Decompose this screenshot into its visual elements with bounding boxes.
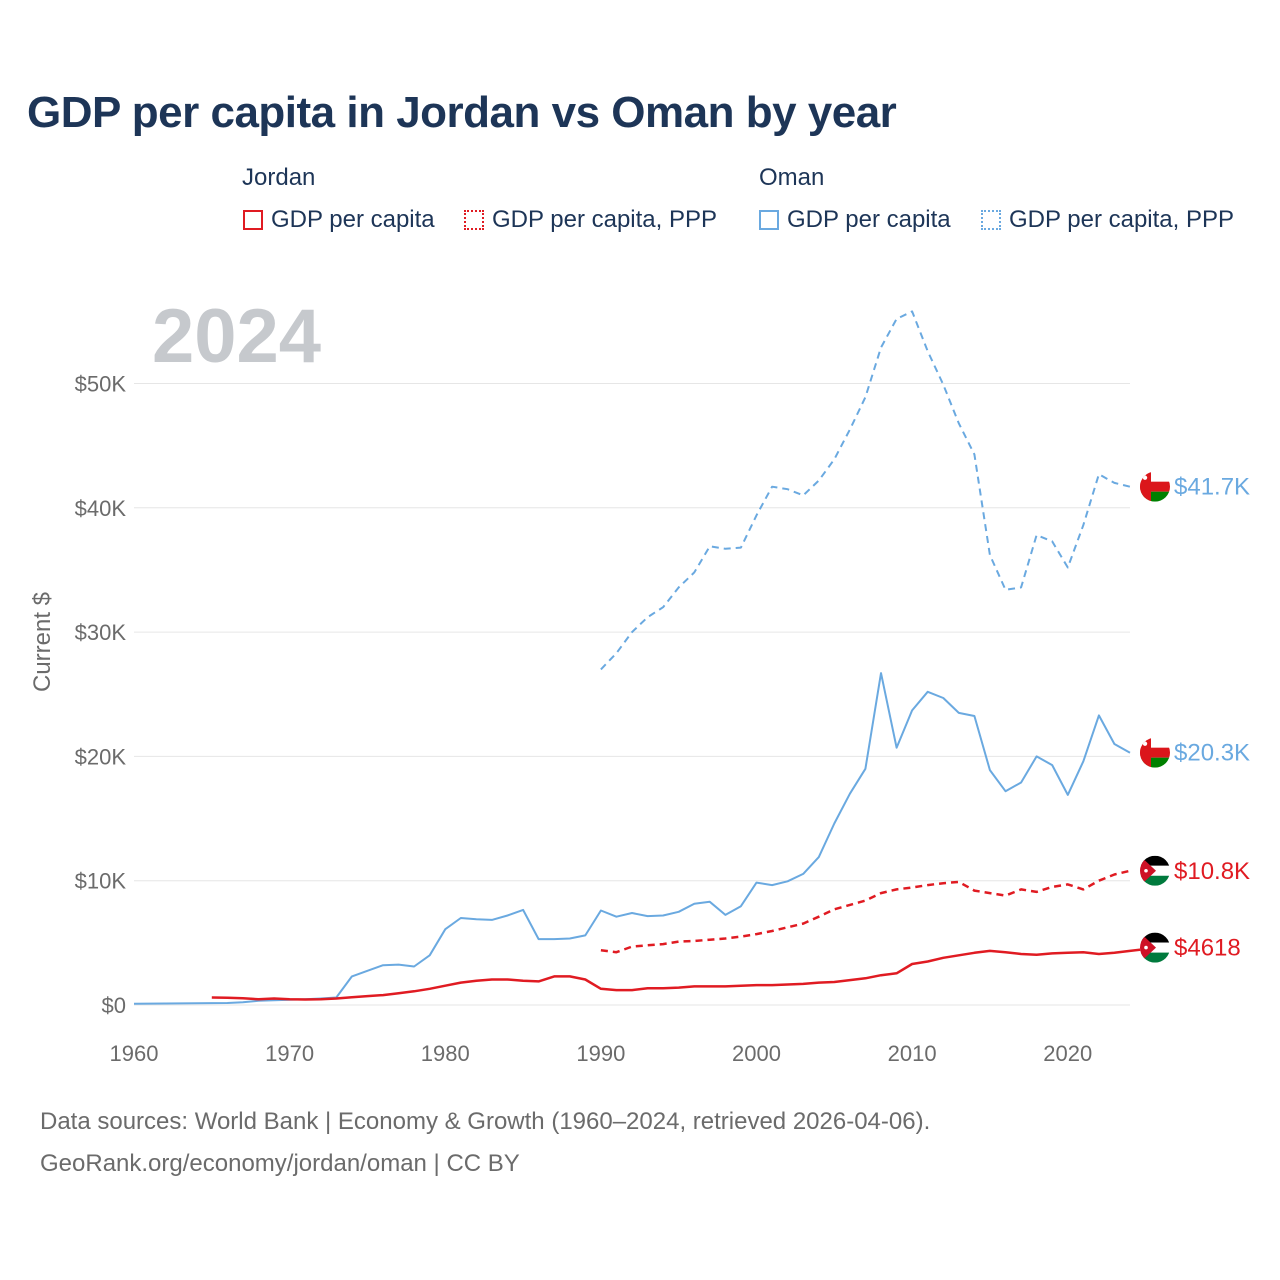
year-watermark: 2024 — [152, 294, 321, 379]
x-tick-label: 1980 — [421, 1041, 470, 1066]
legend-swatch-dotted-red — [464, 210, 484, 230]
legend-jordan-ppp-label: GDP per capita, PPP — [492, 206, 717, 233]
x-tick-label: 2000 — [732, 1041, 781, 1066]
y-tick-label: $50K — [75, 372, 127, 397]
end-markers: $41.7K $20.3K $10.8K $4618 — [1140, 471, 1250, 963]
legend-oman-heading: Oman — [759, 164, 825, 191]
legend-swatch-solid-red — [243, 210, 263, 230]
end-label-oman-dashed: $41.7K — [1174, 474, 1250, 501]
y-axis-label: Current $ — [29, 592, 56, 692]
series-lines — [133, 310, 1162, 1005]
legend-swatch-solid-blue — [759, 210, 779, 230]
legend-oman-gdp-label: GDP per capita — [787, 206, 951, 233]
jordan-flag-icon — [1140, 932, 1170, 963]
legend-oman-gdp[interactable]: GDP per capita — [759, 205, 951, 235]
series-line-jordan-solid — [211, 946, 1162, 1001]
oman-flag-icon — [1140, 471, 1170, 502]
x-tick-label: 1970 — [265, 1041, 314, 1066]
x-axis-ticks: 1960 1970 1980 1990 2000 2010 2020 — [110, 1041, 1093, 1066]
x-tick-label: 2010 — [888, 1041, 937, 1066]
end-label-jordan-dashed: $10.8K — [1174, 858, 1250, 885]
y-axis-ticks: $0 $10K $20K $30K $40K $50K — [75, 372, 127, 1019]
y-tick-label: $0 — [102, 993, 126, 1018]
y-tick-label: $20K — [75, 744, 127, 769]
y-tick-label: $40K — [75, 496, 127, 521]
oman-flag-icon — [1140, 737, 1170, 768]
x-tick-label: 2020 — [1043, 1041, 1092, 1066]
series-line-oman-solid — [133, 672, 1131, 1005]
footer-sources: Data sources: World Bank | Economy & Gro… — [40, 1108, 931, 1135]
x-tick-label: 1960 — [110, 1041, 159, 1066]
gridlines — [134, 383, 1130, 1006]
legend-jordan-gdp-label: GDP per capita — [271, 206, 435, 233]
end-label-jordan-solid: $4618 — [1174, 935, 1241, 962]
legend-oman-ppp-label: GDP per capita, PPP — [1009, 206, 1234, 233]
legend-swatch-dotted-blue — [981, 210, 1001, 230]
y-tick-label: $30K — [75, 620, 127, 645]
series-line-oman-dashed — [600, 310, 1131, 671]
legend-jordan-ppp[interactable]: GDP per capita, PPP — [464, 205, 717, 235]
legend-jordan-heading: Jordan — [242, 164, 316, 191]
jordan-flag-icon — [1140, 855, 1170, 886]
legend-jordan-gdp[interactable]: GDP per capita — [243, 205, 435, 235]
end-label-oman-solid: $20.3K — [1174, 740, 1250, 767]
y-tick-label: $10K — [75, 869, 127, 894]
x-tick-label: 1990 — [576, 1041, 625, 1066]
legend-oman-ppp[interactable]: GDP per capita, PPP — [981, 205, 1234, 235]
footer-credit[interactable]: GeoRank.org/economy/jordan/oman | CC BY — [40, 1150, 520, 1177]
series-line-jordan-dashed — [600, 869, 1131, 954]
page-title: GDP per capita in Jordan vs Oman by year — [27, 88, 897, 137]
